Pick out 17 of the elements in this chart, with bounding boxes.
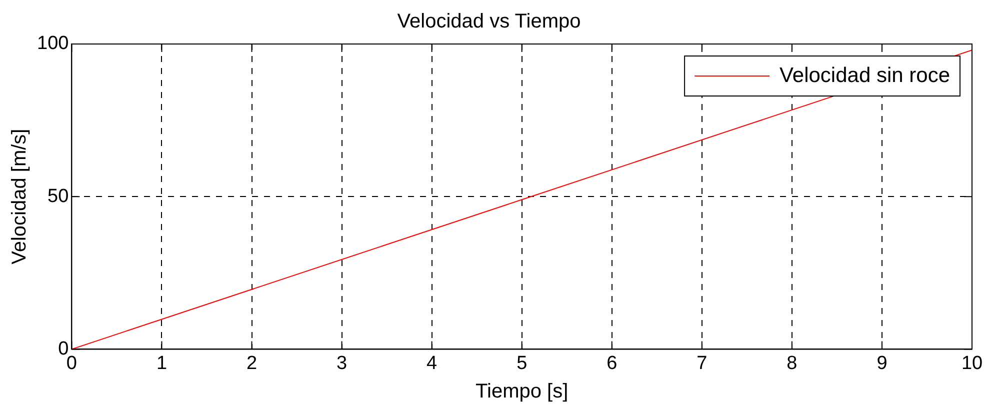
x-tick-label: 4 bbox=[426, 352, 438, 374]
y-tick-label: 50 bbox=[48, 186, 69, 207]
x-tick-label: 8 bbox=[786, 352, 798, 374]
x-tick-label: 7 bbox=[696, 352, 708, 374]
x-tick-label: 1 bbox=[156, 352, 168, 374]
y-axis-title: Velocidad [m/s] bbox=[8, 128, 31, 264]
x-tick-label: 5 bbox=[516, 352, 528, 374]
x-tick-label: 2 bbox=[246, 352, 258, 374]
x-tick-label: 10 bbox=[961, 352, 983, 374]
x-tick-label: 3 bbox=[336, 352, 348, 374]
x-tick-label: 9 bbox=[876, 352, 888, 374]
x-tick-label: 6 bbox=[606, 352, 618, 374]
y-tick-label: 100 bbox=[37, 33, 69, 54]
chart-title: Velocidad vs Tiempo bbox=[397, 10, 581, 33]
y-tick-label: 0 bbox=[58, 338, 69, 360]
legend-label: Velocidad sin roce bbox=[780, 64, 950, 87]
x-axis-title: Tiempo [s] bbox=[476, 380, 568, 403]
